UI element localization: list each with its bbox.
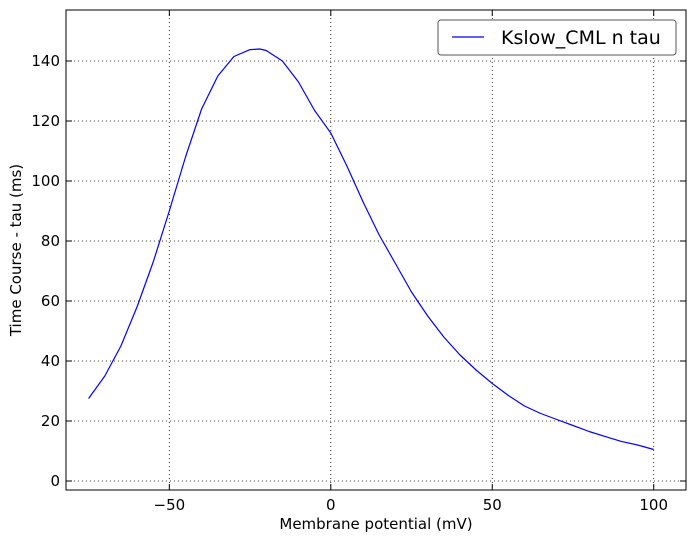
axis-ticks: −50 0 50 100 0 20 40 60 80 100 120 140 — [31, 10, 686, 514]
x-tick-label: 100 — [639, 496, 668, 514]
x-tick-label: −50 — [154, 496, 186, 514]
legend-box — [437, 19, 677, 56]
y-tick-label: 60 — [41, 292, 60, 310]
y-tick-label: 40 — [41, 352, 60, 370]
y-tick-label: 140 — [31, 52, 60, 70]
legend-entry-label: Kslow_CML n tau — [501, 27, 661, 49]
y-tick-label: 0 — [50, 472, 60, 490]
y-tick-label: 80 — [41, 232, 60, 250]
y-tick-label: 100 — [31, 172, 60, 190]
y-axis-label: Time Course - tau (ms) — [7, 164, 25, 337]
legend: Kslow_CML n tau — [437, 19, 677, 56]
y-tick-label: 120 — [31, 112, 60, 130]
grid-lines — [66, 10, 686, 490]
x-tick-label: 0 — [326, 496, 336, 514]
x-axis-label: Membrane potential (mV) — [279, 515, 472, 533]
y-tick-label: 20 — [41, 412, 60, 430]
plot-frame — [65, 9, 687, 491]
series-layer — [88, 48, 654, 451]
series-line — [88, 48, 654, 451]
x-tick-label: 50 — [483, 496, 502, 514]
